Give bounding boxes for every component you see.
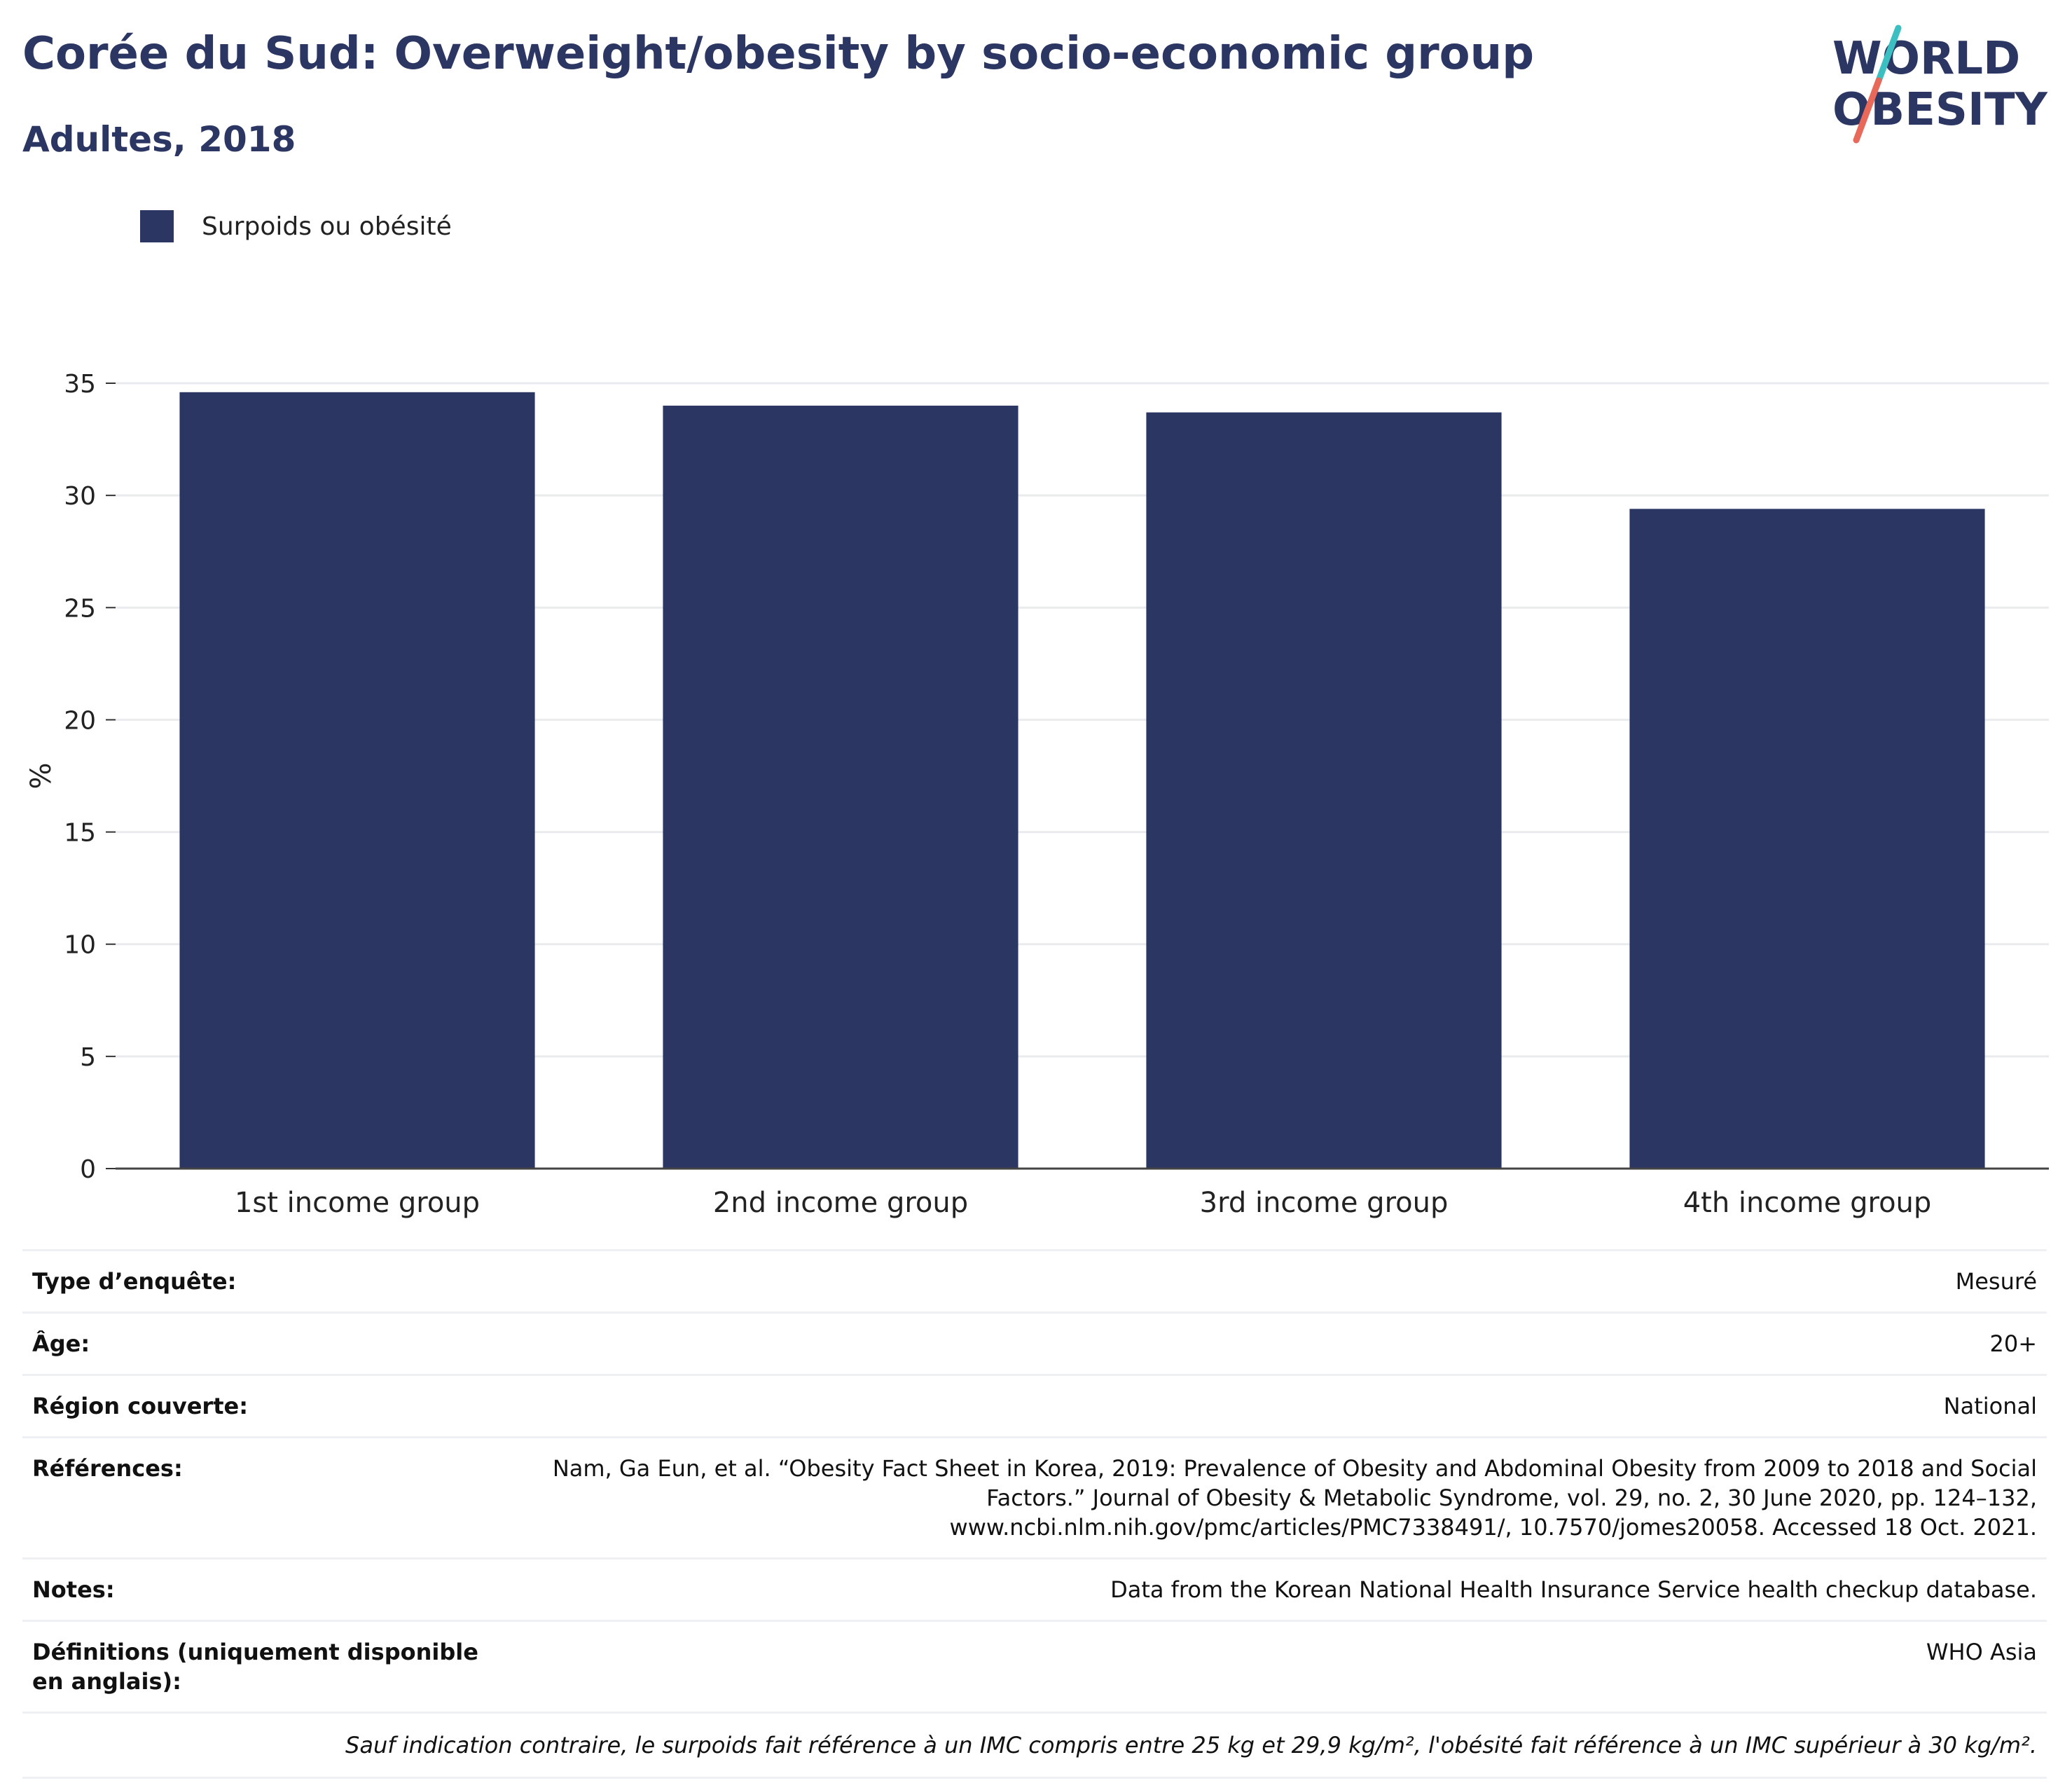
meta-value: Mesuré: [1955, 1268, 2037, 1295]
meta-row-references: Références: Nam, Ga Eun, et al. “Obesity…: [22, 1436, 2047, 1557]
meta-value: Data from the Korean National Health Ins…: [1110, 1576, 2037, 1603]
meta-value: WHO Asia: [1926, 1639, 2037, 1665]
meta-value: Nam, Ga Eun, et al. “Obesity Fact Sheet …: [552, 1455, 2037, 1541]
meta-key: Région couverte:: [32, 1393, 248, 1419]
svg-text:WORLD: WORLD: [1832, 33, 2020, 85]
bar: [663, 406, 1018, 1169]
y-tick-label: 15: [64, 819, 96, 848]
legend-swatch: [140, 210, 174, 242]
meta-key: Notes:: [32, 1576, 115, 1603]
x-tick-label: 4th income group: [1683, 1187, 1932, 1219]
y-tick-label: 0: [80, 1155, 96, 1184]
meta-row-age: Âge: 20+: [22, 1312, 2047, 1374]
bar-chart: 0 5 10 15 20 25 30 35% 1st income group 2nd incom…: [25, 370, 2049, 1219]
metadata-table: Type d’enquête: Mesuré Âge: 20+ Région c…: [22, 1249, 2047, 1779]
meta-row-region: Région couverte: National: [22, 1374, 2047, 1436]
y-tick-label: 20: [64, 706, 96, 735]
x-tick-label: 1st income group: [235, 1187, 480, 1219]
y-tick-label: 5: [80, 1043, 96, 1072]
meta-row-notes: Notes: Data from the Korean National Hea…: [22, 1557, 2047, 1620]
meta-value: National: [1943, 1393, 2037, 1419]
meta-key: Type d’enquête:: [32, 1268, 237, 1295]
bar: [179, 392, 535, 1169]
meta-value: 20+: [1989, 1330, 2037, 1357]
bar: [1146, 412, 1502, 1169]
legend-label: Surpoids ou obésité: [202, 212, 452, 241]
footnote: Sauf indication contraire, le surpoids f…: [22, 1712, 2047, 1779]
meta-key: Âge:: [32, 1330, 90, 1357]
y-axis-label: %: [25, 762, 57, 789]
meta-row-survey-type: Type d’enquête: Mesuré: [22, 1249, 2047, 1312]
meta-key: Références:: [32, 1455, 183, 1482]
y-tick-label: 25: [64, 594, 96, 623]
meta-row-definitions: Définitions (uniquement disponible en an…: [22, 1620, 2047, 1712]
x-tick-label: 2nd income group: [713, 1187, 968, 1219]
chart-subtitle: Adultes, 2018: [22, 119, 296, 160]
meta-key: Définitions (uniquement disponible en an…: [32, 1639, 478, 1695]
chart-title: Corée du Sud: Overweight/obesity by soci…: [22, 28, 1534, 80]
world-obesity-logo: WORLD OBESITY: [1832, 25, 2047, 144]
bar: [1629, 509, 1985, 1169]
legend: Surpoids ou obésité: [140, 210, 452, 242]
x-tick-label: 3rd income group: [1200, 1187, 1449, 1219]
y-tick-label: 30: [64, 482, 96, 511]
y-tick-label: 10: [64, 931, 96, 960]
y-tick-label: 35: [64, 370, 96, 399]
